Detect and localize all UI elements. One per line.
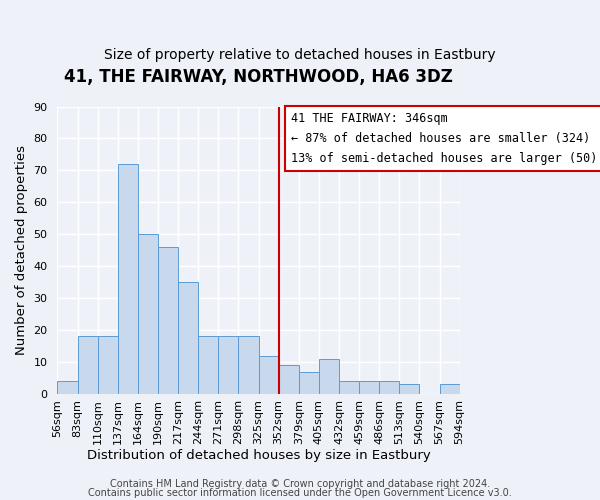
Bar xyxy=(218,336,238,394)
Bar xyxy=(259,356,278,394)
Bar xyxy=(238,336,259,394)
X-axis label: Distribution of detached houses by size in Eastbury: Distribution of detached houses by size … xyxy=(86,450,430,462)
Bar xyxy=(440,384,460,394)
Text: Size of property relative to detached houses in Eastbury: Size of property relative to detached ho… xyxy=(104,48,496,62)
Bar xyxy=(299,372,319,394)
Title: 41, THE FAIRWAY, NORTHWOOD, HA6 3DZ: 41, THE FAIRWAY, NORTHWOOD, HA6 3DZ xyxy=(64,68,453,86)
Bar xyxy=(118,164,138,394)
Bar xyxy=(138,234,158,394)
Bar xyxy=(319,359,339,394)
Bar xyxy=(400,384,419,394)
Bar xyxy=(339,381,359,394)
Bar xyxy=(359,381,379,394)
Bar xyxy=(98,336,118,394)
Bar xyxy=(379,381,400,394)
Bar xyxy=(77,336,98,394)
Bar xyxy=(178,282,198,394)
Bar xyxy=(58,381,77,394)
Bar xyxy=(278,365,299,394)
Y-axis label: Number of detached properties: Number of detached properties xyxy=(15,145,28,355)
Text: Contains public sector information licensed under the Open Government Licence v3: Contains public sector information licen… xyxy=(88,488,512,498)
Bar xyxy=(158,247,178,394)
Bar xyxy=(198,336,218,394)
Text: 41 THE FAIRWAY: 346sqm
← 87% of detached houses are smaller (324)
13% of semi-de: 41 THE FAIRWAY: 346sqm ← 87% of detached… xyxy=(291,112,600,165)
Text: Contains HM Land Registry data © Crown copyright and database right 2024.: Contains HM Land Registry data © Crown c… xyxy=(110,479,490,489)
